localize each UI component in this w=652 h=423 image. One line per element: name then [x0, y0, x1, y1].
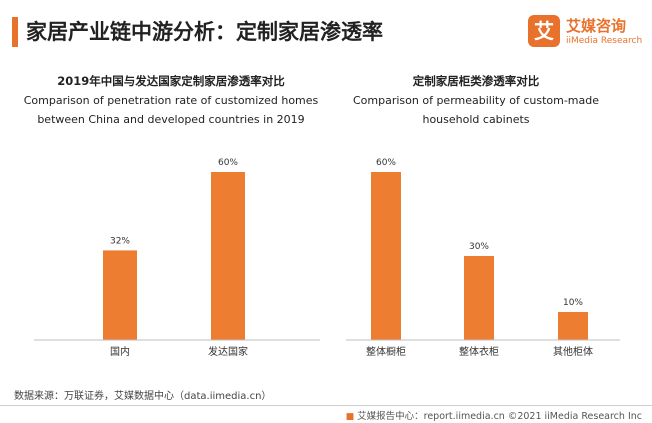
logo-en-text: iiMedia Research [566, 36, 643, 46]
chart-2-bar-3 [558, 312, 588, 340]
chart-2-value-label-2: 30% [469, 242, 489, 252]
footer-divider [0, 405, 652, 406]
data-source: 数据来源：万联证券，艾媒数据中心（data.iimedia.cn） [14, 391, 272, 402]
chart-2-category-label-3: 其他柜体 [553, 345, 593, 358]
chart-1-value-label-1: 32% [110, 236, 130, 246]
logo-cn-text: 艾媒咨询 [566, 17, 627, 35]
chart-1-bar-1 [103, 250, 137, 340]
chart-2-category-label-1: 整体橱柜 [366, 345, 406, 358]
iimedia-footer-icon: ■ [345, 412, 355, 422]
chart-2-value-label-3: 10% [563, 298, 583, 308]
chart-1-heading: 2019年中国与发达国家定制家居渗透率对比 Comparison of pene… [18, 72, 324, 129]
chart-1-category-label-2: 发达国家 [208, 345, 248, 358]
chart-1-bar-2 [211, 172, 245, 340]
footer: ■ 艾媒报告中心：report.iimedia.cn ©2021 iiMedia… [346, 408, 642, 422]
page-title: 家居产业链中游分析：定制家居渗透率 [26, 20, 383, 44]
chart-1-title: 2019年中国与发达国家定制家居渗透率对比 [57, 74, 285, 88]
title-accent-bar [12, 17, 18, 47]
footer-text: 艾媒报告中心：report.iimedia.cn ©2021 iiMedia R… [357, 411, 642, 422]
logo-mark-icon: 艾 [528, 15, 560, 47]
chart-2-value-label-1: 60% [376, 158, 396, 168]
chart-2-category-label-2: 整体衣柜 [459, 345, 499, 358]
chart-1-subtitle: Comparison of penetration rate of custom… [23, 94, 319, 126]
chart-2-heading: 定制家居柜类渗透率对比 Comparison of permeability o… [346, 72, 606, 129]
chart-2-subtitle: Comparison of permeability of custom-mad… [352, 94, 599, 126]
chart-1-value-label-2: 60% [218, 158, 238, 168]
chart-2-title: 定制家居柜类渗透率对比 [412, 74, 540, 88]
chart-2-bar-2 [464, 256, 494, 340]
iimedia-logo: 艾 艾媒咨询 iiMedia Research [528, 11, 646, 55]
chart-1-category-label-1: 国内 [110, 345, 130, 358]
chart-2-bar-1 [371, 172, 401, 340]
